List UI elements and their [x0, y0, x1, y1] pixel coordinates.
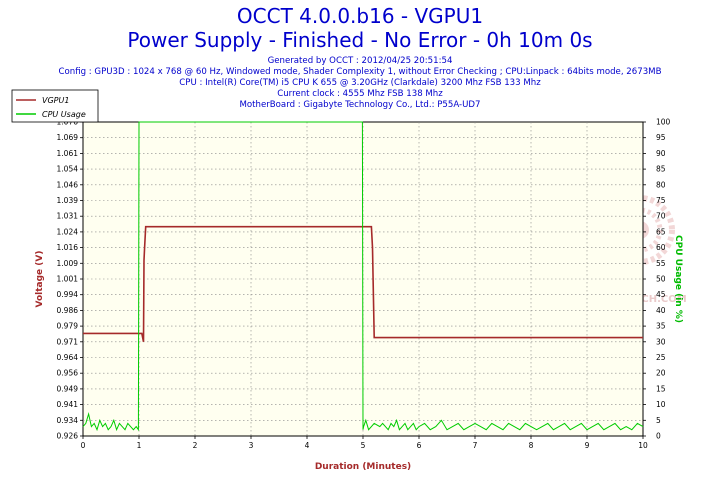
y-tick-label: 0.979 — [57, 322, 79, 331]
x-tick-label: 1 — [137, 441, 142, 450]
y-tick-label: 0.994 — [57, 290, 79, 299]
y-tick-label: 1.054 — [57, 165, 79, 174]
info-motherboard: MotherBoard : Gigabyte Technology Co., L… — [239, 100, 481, 110]
y2-tick-label: 60 — [656, 243, 666, 252]
y-tick-label: 0.926 — [57, 432, 79, 441]
y-tick-label: 1.009 — [57, 259, 79, 268]
x-tick-label: 10 — [638, 441, 648, 450]
x-tick-label: 5 — [361, 441, 366, 450]
y2-tick-label: 95 — [656, 133, 666, 142]
x-tick-label: 8 — [529, 441, 534, 450]
y2-tick-label: 100 — [656, 118, 671, 127]
y2-tick-label: 35 — [656, 322, 666, 331]
y2-tick-label: 5 — [656, 416, 661, 425]
x-tick-label: 6 — [417, 441, 422, 450]
y2-tick-label: 30 — [656, 337, 666, 346]
y-tick-label: 1.039 — [57, 196, 79, 205]
y-axis-right: 1009590858075706560555045403530252015105… — [643, 118, 671, 441]
x-tick-label: 0 — [81, 441, 86, 450]
y-axis-title: Voltage (V) — [35, 251, 45, 308]
y-tick-label: 0.934 — [57, 416, 79, 425]
series-line-cpu-usage — [82, 121, 644, 432]
y2-tick-label: 50 — [656, 275, 666, 284]
y2-tick-label: 0 — [656, 432, 661, 441]
y2-tick-label: 80 — [656, 180, 666, 189]
x-tick-label: 7 — [473, 441, 478, 450]
y-tick-label: 1.001 — [57, 275, 79, 284]
y2-tick-label: 65 — [656, 227, 666, 236]
y2-tick-label: 90 — [656, 149, 666, 158]
y-tick-label: 1.016 — [57, 243, 79, 252]
y-tick-label: 0.986 — [57, 306, 79, 315]
legend-box — [11, 89, 99, 123]
y-tick-label: 1.069 — [57, 133, 79, 142]
chart-title: OCCT 4.0.0.b16 - VGPU1 — [236, 4, 484, 28]
x-tick-label: 2 — [193, 441, 198, 450]
y-tick-label: 1.031 — [57, 212, 79, 221]
x-axis-title: Duration (Minutes) — [315, 462, 411, 472]
y2-tick-label: 25 — [656, 353, 666, 362]
y2-tick-label: 10 — [656, 400, 666, 409]
y-tick-label: 0.949 — [57, 384, 79, 393]
y2-tick-label: 40 — [656, 306, 666, 315]
x-tick-label: 4 — [305, 441, 310, 450]
y-tick-label: 0.971 — [57, 337, 79, 346]
legend: VGPU1 CPU Usage — [11, 89, 99, 123]
y2-tick-label: 45 — [656, 290, 666, 299]
y2-tick-label: 85 — [656, 165, 666, 174]
info-generated: Generated by OCCT : 2012/04/25 20:51:54 — [267, 56, 453, 66]
chart-subtitle: Power Supply - Finished - No Error - 0h … — [127, 28, 593, 52]
y-tick-label: 0.956 — [57, 369, 79, 378]
y2-axis-title: CPU Usage (in %) — [673, 235, 683, 323]
x-axis: 0 1 2 3 4 5 6 7 8 9 10 — [81, 436, 648, 450]
y-axis-left: 1.0761.0691.0611.0541.0461.0391.0311.024… — [57, 118, 83, 441]
y-tick-label: 0.964 — [57, 353, 79, 362]
y2-tick-label: 15 — [656, 384, 666, 393]
legend-label-vgpu: VGPU1 — [42, 96, 69, 105]
y-tick-label: 1.061 — [57, 149, 79, 158]
info-config: Config : GPU3D : 1024 x 768 @ 60 Hz, Win… — [58, 67, 662, 77]
y2-tick-label: 55 — [656, 259, 666, 268]
legend-label-cpu: CPU Usage — [42, 110, 86, 119]
y2-tick-label: 20 — [656, 369, 666, 378]
y-tick-label: 0.941 — [57, 400, 79, 409]
x-tick-label: 3 — [249, 441, 254, 450]
x-tick-label: 9 — [585, 441, 590, 450]
series-layer — [82, 121, 644, 432]
y2-tick-label: 70 — [656, 212, 666, 221]
y-tick-label: 1.046 — [57, 180, 79, 189]
info-clock: Current clock : 4555 Mhz FSB 138 Mhz — [277, 89, 443, 99]
series-line-vgpu1 — [83, 225, 643, 342]
info-cpu: CPU : Intel(R) Core(TM) i5 CPU K 655 @ 3… — [179, 78, 541, 88]
y2-tick-label: 75 — [656, 196, 666, 205]
y-tick-label: 1.024 — [57, 227, 79, 236]
